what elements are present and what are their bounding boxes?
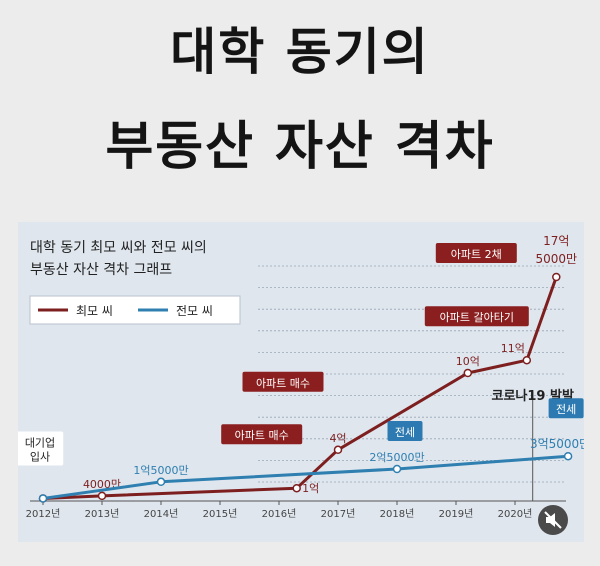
data-label: 1억	[302, 482, 319, 495]
data-point	[392, 464, 402, 474]
series-line	[42, 454, 569, 500]
x-tick-label: 2017년	[321, 508, 356, 520]
data-label: 3억5000만	[530, 437, 584, 451]
annotation-box	[548, 398, 584, 419]
data-label: 17억	[543, 234, 569, 248]
x-tick-label: 2016년	[262, 508, 297, 520]
annotation-box	[242, 371, 324, 392]
x-tick-label: 2015년	[203, 508, 238, 520]
chart-title-line: 부동산 자산 격차 그래프	[30, 262, 172, 278]
legend-label: 최모 씨	[76, 304, 113, 318]
annotation-label: 전세	[556, 403, 576, 416]
data-point	[156, 477, 166, 487]
annotation-box	[221, 424, 303, 445]
x-tick-label: 2020년	[498, 508, 533, 520]
annotation-label: 입사	[30, 450, 50, 463]
data-label: 11억	[501, 342, 525, 355]
data-point	[463, 368, 473, 378]
annotation-box	[435, 243, 517, 263]
data-point	[292, 483, 301, 493]
data-label: 4억	[329, 432, 346, 445]
chart-title-line: 대학 동기 최모 씨와 전모 씨의	[30, 240, 207, 256]
x-tick-label: 2014년	[144, 508, 179, 520]
annotation-label: 대기업	[25, 436, 55, 449]
data-point	[38, 494, 48, 503]
x-tick-label: 2013년	[85, 508, 120, 520]
data-point	[97, 491, 107, 501]
annotation-label: 아파트 갈아타기	[440, 310, 514, 324]
legend-label: 전모 씨	[176, 304, 213, 318]
annotation-box	[387, 421, 423, 441]
data-point	[333, 445, 343, 455]
annotation-box	[424, 306, 529, 327]
data-label: 5000만	[536, 252, 578, 266]
annotation-label: 전세	[395, 426, 415, 439]
legend-box	[29, 295, 241, 325]
annotation-label: 아파트 매수	[256, 377, 310, 390]
speaker-muted-icon	[544, 511, 562, 529]
data-label: 1억5000만	[133, 464, 188, 477]
data-label: 10억	[456, 355, 480, 368]
mute-button[interactable]	[538, 505, 568, 535]
data-point	[563, 451, 573, 461]
data-label: 2억5000만	[369, 451, 424, 464]
data-point	[522, 355, 532, 365]
headline-line2: 부동산 자산 격차	[105, 117, 495, 177]
data-point	[552, 272, 561, 282]
annotation-box	[18, 431, 64, 466]
annotation-label: 아파트 매수	[235, 429, 289, 442]
x-tick-label: 2018년	[380, 508, 415, 520]
x-tick-label: 2012년	[26, 508, 61, 520]
headline-line1: 대학 동기의	[170, 23, 430, 81]
annotation-label: 아파트 2채	[451, 248, 502, 261]
x-tick-label: 2019년	[439, 508, 474, 520]
